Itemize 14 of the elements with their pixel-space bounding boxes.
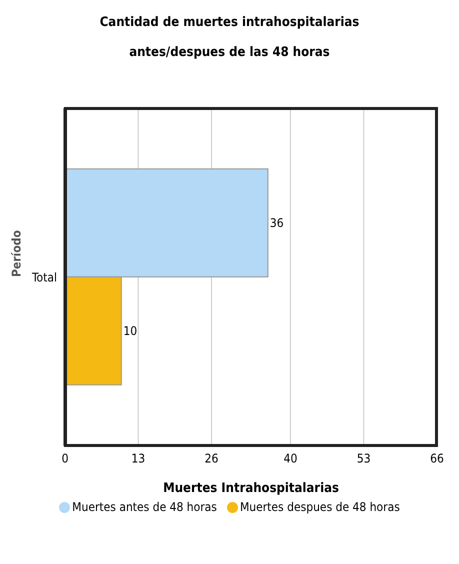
x-tick-label: 26 (204, 452, 219, 466)
x-tick-label: 13 (131, 452, 146, 466)
x-tick-label: 66 (430, 452, 444, 466)
legend-label: Muertes antes de 48 horas (72, 500, 217, 514)
data-label: 10 (123, 324, 138, 338)
data-label: 36 (270, 216, 284, 230)
legend-label: Muertes despues de 48 horas (240, 500, 400, 514)
x-tick-label: 0 (62, 452, 69, 466)
x-tick-label: 53 (356, 452, 371, 466)
x-axis-title: Muertes Intrahospitalarias (163, 481, 339, 496)
x-tick-label: 40 (284, 452, 298, 466)
y-tick-label: Total (30, 270, 57, 284)
chart-title: Cantidad de muertes intrahospitalarias antes/despues de las 48 horas (98, 14, 360, 62)
y-axis-title: Período (9, 230, 24, 277)
